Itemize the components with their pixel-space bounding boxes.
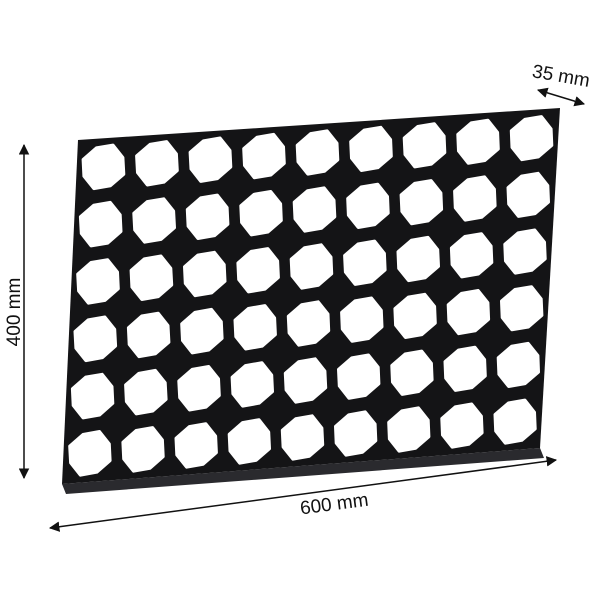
depth-arrow (536, 87, 586, 107)
height-dimension: 400 mm (4, 143, 30, 480)
grid-panel (62, 108, 560, 484)
depth-label: 35 mm (531, 61, 592, 92)
width-label: 600 mm (299, 490, 370, 520)
grass-grid-paver (62, 108, 560, 494)
height-label: 400 mm (4, 278, 25, 347)
depth-dimension: 35 mm (531, 61, 592, 107)
width-arrow (48, 456, 558, 532)
